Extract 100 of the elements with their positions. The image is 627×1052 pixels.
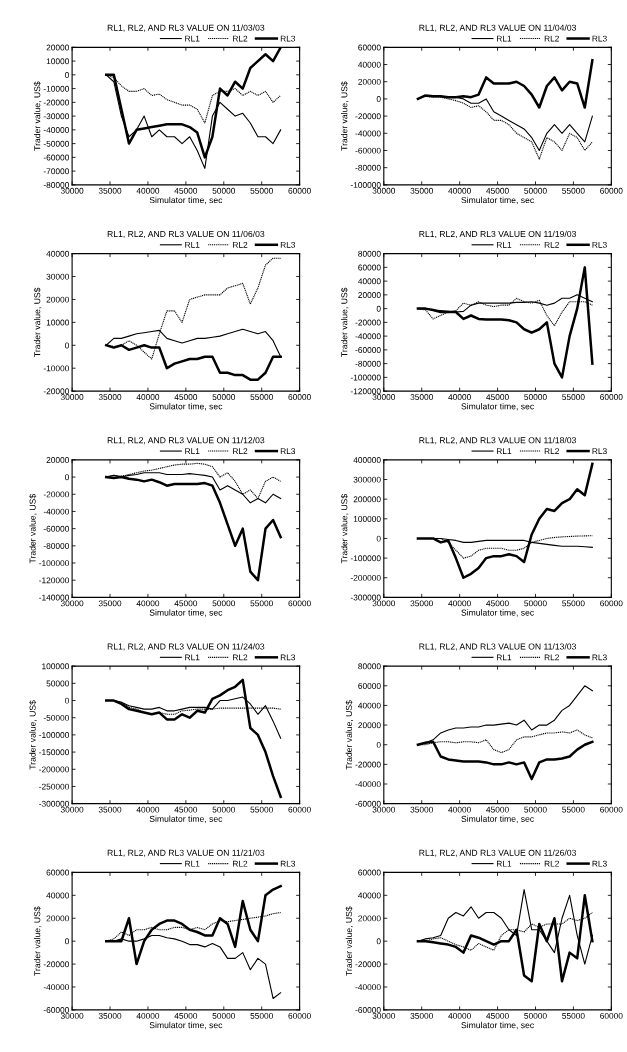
legend-label: RL3	[592, 654, 607, 661]
y-tick-label: -300000	[39, 800, 69, 807]
x-tick-label: 40000	[448, 600, 471, 607]
x-tick-label: 55000	[250, 394, 273, 401]
x-tick-label: 35000	[410, 600, 433, 607]
x-tick-label: 50000	[212, 1012, 236, 1019]
y-tick-label: -20000	[355, 961, 381, 968]
x-axis-title: Simulator time, sec	[461, 609, 534, 617]
x-axis-title: Simulator time, sec	[461, 1021, 534, 1030]
y-tick-label: -100000	[39, 732, 69, 738]
x-tick-label: 45000	[174, 600, 198, 607]
y-tick-label: -200000	[39, 766, 69, 773]
y-tick-label: 60000	[358, 869, 381, 876]
x-tick-label: 45000	[486, 187, 509, 194]
legend-label: RL1	[185, 241, 200, 248]
x-tick-label: 45000	[174, 394, 198, 401]
legend-label: RL1	[185, 35, 200, 42]
x-tick-label: 55000	[250, 1012, 273, 1019]
x-tick-label: 60000	[288, 187, 311, 194]
y-tick-label: -300000	[350, 594, 381, 601]
x-tick-label: 45000	[486, 600, 509, 607]
y-tick-label: -40000	[43, 127, 69, 133]
x-tick-label: 55000	[562, 1012, 585, 1019]
x-tick-label: 35000	[98, 1012, 122, 1019]
x-tick-label: 55000	[250, 187, 273, 194]
legend-label: RL3	[592, 448, 607, 455]
x-tick-label: 50000	[212, 187, 236, 194]
y-tick-label: 0	[65, 72, 69, 78]
y-axis-title: Trader value, US$	[345, 906, 354, 976]
y-tick-label: 100000	[42, 663, 69, 670]
x-tick-label: 45000	[486, 806, 509, 813]
y-tick-label: -10000	[43, 365, 69, 372]
y-axis-title: Trader value, US$	[33, 906, 42, 976]
y-tick-label: -40000	[43, 508, 69, 515]
y-tick-label: 100000	[353, 516, 381, 522]
y-tick-label: -20000	[355, 761, 381, 768]
chart-title: RL1, RL2, AND RL3 VALUE ON 11/24/03	[107, 643, 265, 651]
y-tick-label: -20000	[43, 99, 69, 106]
legend-label: RL1	[185, 860, 200, 867]
x-tick-label: 50000	[212, 394, 236, 401]
y-tick-label: -250000	[39, 783, 69, 790]
y-tick-label: 40000	[46, 250, 69, 257]
x-tick-label: 40000	[136, 1012, 160, 1019]
legend-label: RL3	[280, 35, 296, 42]
x-tick-label: 60000	[600, 187, 623, 194]
y-tick-label: -20000	[355, 113, 381, 120]
y-tick-label: -150000	[39, 749, 69, 756]
y-tick-label: 0	[65, 697, 69, 704]
y-tick-label: 60000	[358, 44, 381, 51]
legend-label: RL3	[280, 860, 296, 867]
y-tick-label: 0	[376, 535, 381, 542]
x-tick-label: 40000	[448, 394, 471, 401]
x-tick-label: 50000	[212, 600, 236, 607]
y-tick-label: 20000	[46, 44, 69, 51]
y-tick-label: 0	[65, 938, 69, 945]
y-tick-label: -80000	[355, 360, 381, 367]
x-tick-label: 55000	[250, 806, 273, 813]
x-tick-label: 60000	[600, 806, 623, 813]
legend-label: RL3	[592, 241, 607, 248]
y-tick-label: 0	[376, 938, 381, 945]
y-tick-label: -100000	[350, 182, 381, 188]
x-tick-label: 55000	[562, 187, 585, 194]
y-tick-label: -20000	[355, 319, 381, 326]
legend-label: RL2	[233, 241, 248, 248]
x-tick-label: 30000	[60, 394, 84, 401]
y-tick-label: -60000	[43, 525, 69, 532]
y-tick-label: 40000	[358, 702, 381, 709]
y-tick-label: -60000	[43, 1007, 69, 1014]
y-tick-label: -140000	[39, 594, 69, 601]
y-axis-title: Trader value, US$	[340, 287, 349, 357]
chart-title: RL1, RL2, AND RL3 VALUE ON 11/06/03	[107, 230, 265, 239]
x-tick-label: 30000	[60, 806, 84, 813]
x-axis-title: Simulator time, sec	[461, 403, 534, 411]
x-tick-label: 35000	[98, 394, 122, 401]
legend-label: RL1	[496, 860, 512, 867]
y-tick-label: -100000	[39, 560, 69, 567]
y-tick-label: -20000	[43, 491, 69, 498]
y-tick-label: 30000	[46, 273, 69, 280]
y-tick-label: -80000	[43, 182, 69, 188]
chart-title: RL1, RL2, AND RL3 VALUE ON 11/18/03	[419, 436, 577, 445]
y-tick-label: 60000	[46, 869, 69, 876]
x-tick-label: 60000	[288, 806, 311, 813]
y-tick-label: -40000	[355, 130, 381, 137]
x-axis-title: Simulator time, sec	[461, 815, 534, 823]
y-tick-label: -50000	[43, 140, 69, 147]
y-tick-label: -40000	[43, 984, 69, 991]
y-tick-label: 40000	[358, 892, 381, 899]
x-tick-label: 50000	[524, 187, 547, 194]
y-tick-label: 60000	[358, 264, 381, 271]
x-tick-label: 30000	[60, 187, 84, 194]
y-tick-label: -40000	[355, 984, 381, 991]
y-tick-label: -50000	[43, 714, 69, 721]
x-tick-label: 40000	[136, 806, 160, 813]
x-tick-label: 40000	[136, 394, 160, 401]
x-tick-label: 55000	[562, 806, 585, 813]
y-tick-label: 60000	[358, 682, 381, 689]
legend-label: RL1	[496, 35, 512, 42]
legend-label: RL3	[592, 860, 607, 867]
x-axis-title: Simulator time, sec	[149, 403, 223, 411]
legend-label: RL1	[496, 654, 512, 661]
